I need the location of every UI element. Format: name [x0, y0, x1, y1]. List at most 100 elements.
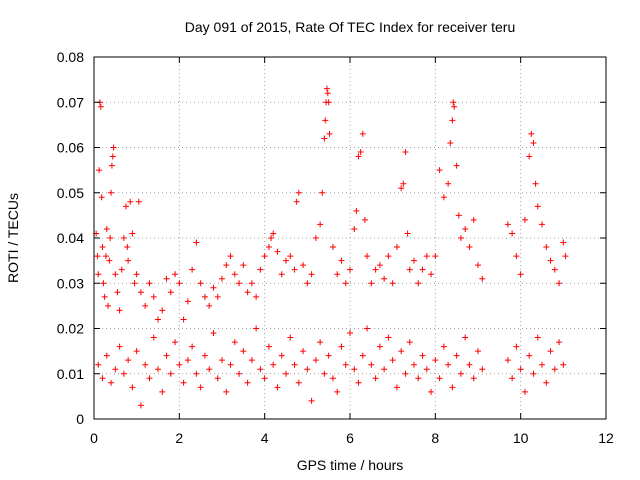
data-point	[357, 149, 364, 156]
data-point	[103, 352, 110, 359]
data-point	[240, 262, 247, 269]
data-point	[108, 162, 115, 169]
data-point	[317, 221, 324, 228]
data-point	[359, 130, 366, 137]
data-point	[323, 85, 330, 92]
data-point	[101, 293, 108, 300]
data-point	[253, 325, 260, 332]
data-point	[278, 352, 285, 359]
x-tick-label: 4	[261, 430, 269, 446]
data-point	[180, 316, 187, 323]
data-point	[534, 203, 541, 210]
data-point	[95, 361, 102, 368]
data-point	[100, 280, 107, 287]
data-point	[116, 343, 123, 350]
data-point	[372, 266, 379, 273]
x-axis-label: GPS time / hours	[297, 457, 404, 473]
data-point	[321, 370, 328, 377]
data-point	[517, 366, 524, 373]
data-point	[560, 239, 567, 246]
data-point	[131, 280, 138, 287]
data-point	[539, 221, 545, 228]
y-tick-labels: 0 0.01 0.02 0.03 0.04 0.05 0.06 0.07 0.08	[57, 49, 84, 427]
data-point	[201, 293, 208, 300]
data-point	[240, 348, 247, 355]
data-point	[257, 366, 264, 373]
data-point	[231, 339, 238, 346]
data-point	[528, 130, 535, 137]
data-point	[504, 221, 511, 228]
data-point	[513, 253, 520, 260]
data-point	[415, 375, 422, 382]
data-point	[338, 343, 345, 350]
data-point	[526, 153, 533, 160]
data-point	[389, 280, 396, 287]
data-point	[406, 266, 413, 273]
data-point	[351, 225, 358, 232]
data-point	[317, 339, 324, 346]
data-point	[312, 357, 319, 364]
data-point	[107, 235, 114, 241]
data-point	[534, 334, 541, 341]
data-point	[98, 194, 105, 201]
data-point	[125, 257, 132, 264]
data-point	[268, 235, 275, 241]
data-point	[432, 253, 439, 260]
data-point	[193, 239, 200, 246]
x-tick-label: 2	[175, 430, 183, 446]
data-point	[135, 198, 142, 205]
data-point	[543, 379, 550, 386]
data-point	[322, 117, 329, 124]
data-point	[283, 370, 289, 377]
data-point	[163, 352, 170, 359]
data-point	[440, 343, 447, 350]
data-point	[479, 275, 486, 282]
data-point	[295, 379, 302, 386]
data-point	[411, 257, 417, 264]
data-point	[142, 361, 149, 368]
data-point	[308, 271, 315, 278]
data-point	[475, 348, 481, 355]
data-point	[562, 253, 569, 260]
data-point	[400, 180, 407, 187]
data-point	[440, 194, 447, 201]
data-point	[261, 375, 268, 382]
data-point	[393, 244, 400, 251]
data-point	[274, 384, 281, 391]
data-point	[447, 139, 454, 146]
data-point	[308, 397, 315, 404]
data-point	[137, 402, 144, 409]
data-point	[415, 280, 422, 287]
data-point	[129, 384, 136, 391]
data-point	[210, 330, 217, 337]
data-point	[270, 230, 277, 237]
data-point	[475, 262, 481, 269]
data-point	[428, 271, 435, 278]
data-point	[184, 298, 191, 305]
data-point	[334, 271, 341, 278]
data-point	[342, 361, 349, 368]
x-tick-label: 0	[90, 430, 98, 446]
data-point	[376, 262, 383, 269]
data-point	[112, 366, 119, 373]
data-point	[338, 257, 345, 264]
data-point	[436, 375, 443, 382]
data-point	[206, 302, 213, 309]
data-point	[419, 352, 426, 359]
y-tick-label: 0.07	[57, 94, 84, 110]
data-point	[244, 289, 251, 296]
x-tick-label: 8	[431, 430, 439, 446]
x-tick-label: 12	[598, 430, 614, 446]
data-point	[364, 253, 371, 260]
data-point	[355, 379, 362, 386]
data-point	[253, 293, 260, 300]
data-point	[329, 375, 336, 382]
data-point	[450, 99, 457, 106]
axis-ticks	[93, 56, 607, 420]
x-tick-labels: 0 2 4 6 8 10 12	[90, 430, 614, 446]
data-point	[102, 253, 109, 260]
data-point	[547, 348, 554, 355]
data-point	[381, 366, 388, 373]
data-point	[293, 198, 300, 205]
data-point	[214, 375, 221, 382]
